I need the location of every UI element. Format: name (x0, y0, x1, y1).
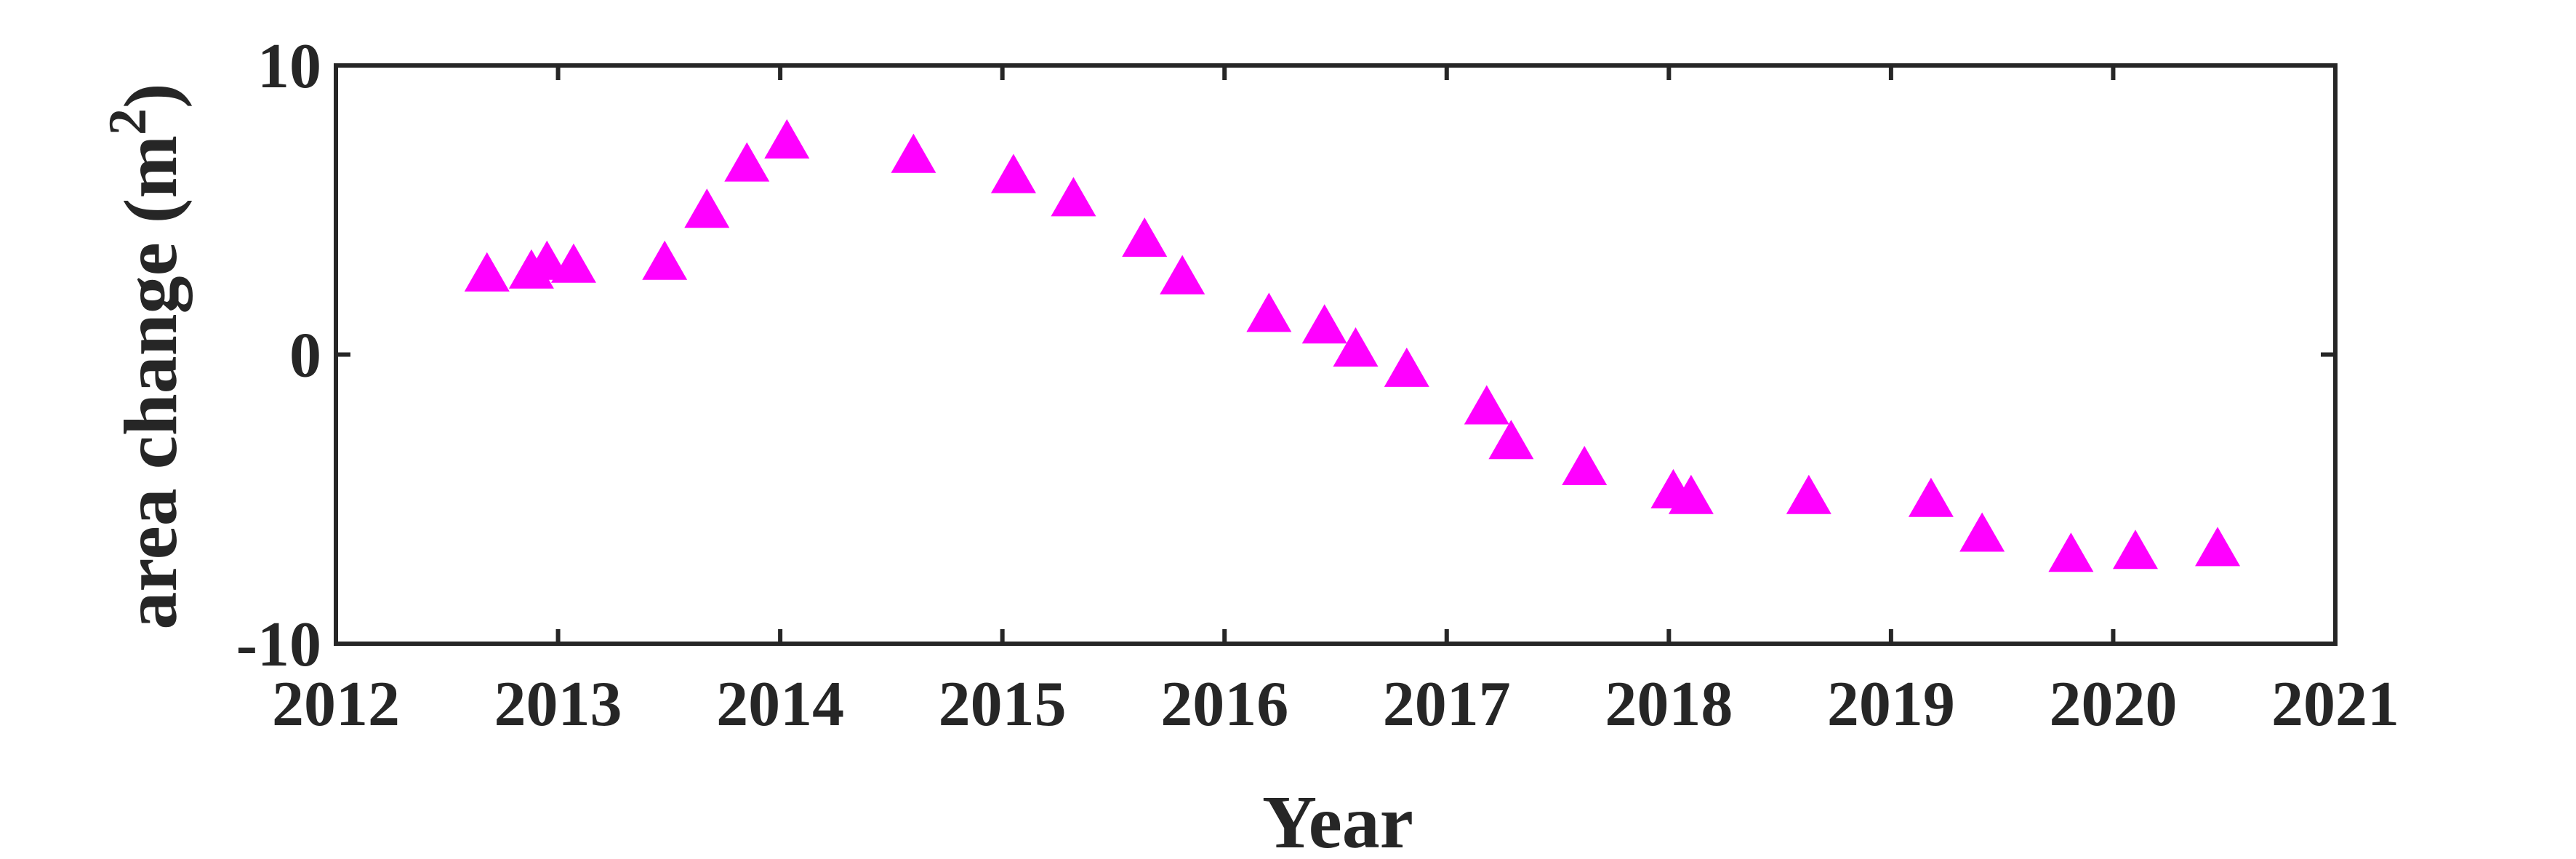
data-point-triangle (891, 133, 936, 173)
data-point-triangle (1562, 446, 1608, 486)
x-tick-label: 2014 (716, 669, 844, 740)
y-tick-label: 0 (289, 321, 321, 391)
data-point-triangle (1122, 217, 1168, 257)
data-point-triangle (464, 252, 510, 292)
data-point-triangle (990, 153, 1036, 193)
y-axis-title-close: ) (109, 83, 193, 108)
x-tick-label: 2021 (2271, 669, 2399, 740)
data-point-triangle (1246, 292, 1292, 332)
data-point-triangle (1668, 474, 1714, 514)
data-point-triangle (764, 119, 810, 159)
data-point-triangle (524, 240, 570, 280)
y-tick-label: 10 (257, 31, 321, 102)
data-point-triangle (684, 188, 730, 228)
data-point-triangle (1051, 177, 1096, 217)
x-tick-label: 2019 (1827, 669, 1955, 740)
y-axis-title: area change (m2) (98, 83, 193, 629)
data-point-triangle (1333, 327, 1379, 367)
x-tick-label: 2017 (1383, 669, 1511, 740)
data-point-triangle (1301, 304, 1347, 344)
data-point-triangle (1160, 255, 1205, 295)
data-point-triangle (642, 240, 688, 280)
data-point-triangle (724, 142, 770, 182)
x-tick-label: 2020 (2049, 669, 2177, 740)
x-tick-label: 2013 (494, 669, 622, 740)
x-tick-label: 2015 (939, 669, 1067, 740)
y-axis-title-main: area change (m (109, 135, 193, 630)
data-point-triangle (2195, 527, 2241, 567)
data-point-triangle (1464, 385, 1509, 425)
data-point-triangle (1384, 347, 1429, 387)
data-point-triangle (2048, 532, 2094, 572)
data-point-triangle (1786, 474, 1831, 514)
data-point-triangle (550, 243, 596, 283)
data-point-triangle (1908, 477, 1954, 517)
data-point-triangle (2113, 530, 2158, 570)
data-point-triangle (1959, 512, 2005, 552)
x-axis-title: Year (1262, 780, 1413, 859)
x-tick-label: 2012 (272, 669, 400, 740)
ticks: 2012 2013 2014 2015 2016 2017 2018 2019 2020 2021… (236, 31, 2399, 740)
x-tick-label: 2018 (1605, 669, 1733, 740)
y-axis-title-superscript: 2 (98, 108, 158, 135)
data-points (464, 119, 2241, 572)
x-tick-label: 2016 (1160, 669, 1288, 740)
y-tick-label: -10 (236, 610, 321, 680)
data-point-triangle (1488, 420, 1534, 460)
